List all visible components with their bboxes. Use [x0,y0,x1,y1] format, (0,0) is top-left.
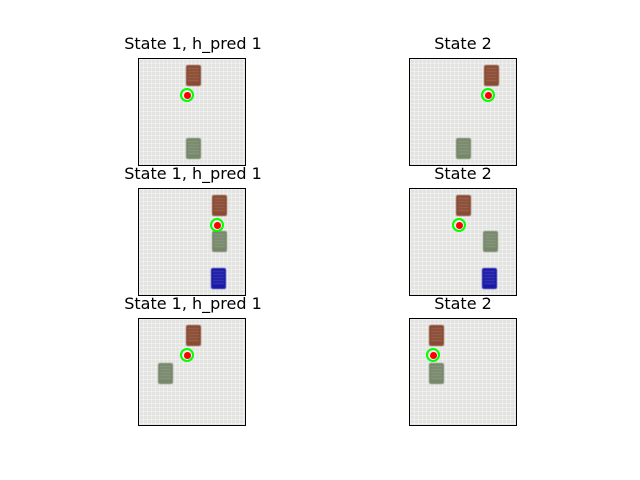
red-block [212,195,227,216]
panel-image [138,58,246,166]
red-block [429,325,444,346]
red-block [484,65,499,86]
panel-image [138,188,246,296]
target-marker [426,348,440,362]
marker-dot [429,351,437,359]
green-block [456,138,471,159]
panel-title: State 1, h_pred 1 [124,294,262,313]
panel-image [409,188,517,296]
red-block [186,325,201,346]
panel-title: State 2 [434,34,492,53]
target-marker [452,218,466,232]
red-block [456,195,471,216]
blue-block [482,268,497,289]
target-marker [481,88,495,102]
panel-image [409,58,517,166]
blue-block [211,268,226,289]
panel-image [409,318,517,426]
green-block [483,231,498,252]
green-block [186,138,201,159]
marker-dot [455,221,463,229]
panel-title: State 1, h_pred 1 [124,164,262,183]
target-marker [210,218,224,232]
green-block [158,363,173,384]
marker-dot [183,351,191,359]
panel-title: State 1, h_pred 1 [124,34,262,53]
panel-title: State 2 [434,164,492,183]
green-block [212,231,227,252]
panel-image [138,318,246,426]
green-block [429,363,444,384]
red-block [186,65,201,86]
marker-dot [213,221,221,229]
target-marker [180,348,194,362]
marker-dot [484,91,492,99]
target-marker [180,88,194,102]
panel-title: State 2 [434,294,492,313]
marker-dot [183,91,191,99]
